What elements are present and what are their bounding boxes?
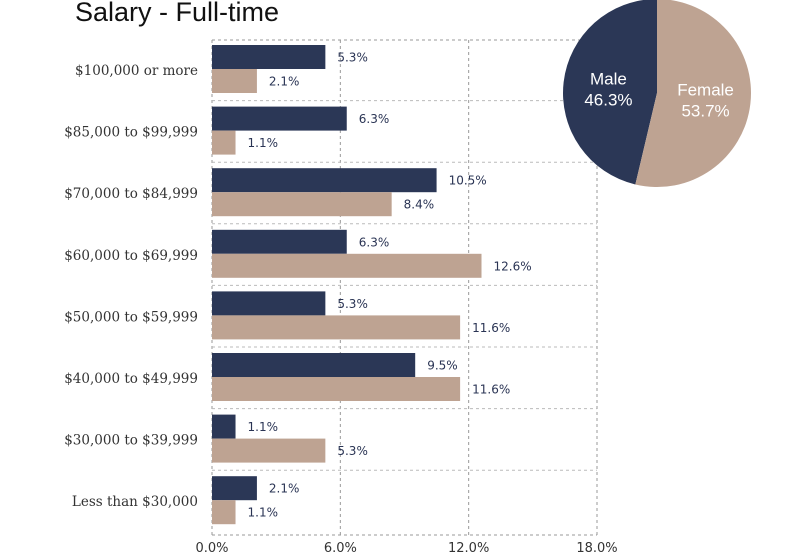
- bar-series-2: [212, 253, 482, 278]
- bar-series-1: [212, 414, 236, 439]
- data-label: 5.3%: [337, 444, 368, 458]
- gender-pie: Male 46.3% Female 53.7%: [563, 0, 751, 187]
- pie-label-value: 46.3%: [584, 90, 632, 109]
- bar-series-2: [212, 315, 461, 340]
- bar-series-2: [212, 69, 257, 93]
- bar-series-1: [212, 168, 437, 193]
- grid-lines: [211, 39, 598, 536]
- data-label: 1.1%: [248, 506, 279, 520]
- category-label: $100,000 or more: [75, 63, 198, 79]
- bar-series-1: [212, 291, 326, 316]
- data-label: 11.6%: [472, 383, 510, 397]
- category-label: $30,000 to $39,999: [64, 433, 198, 449]
- x-tick-label: 18.0%: [576, 541, 617, 554]
- bar-series-2: [212, 192, 392, 217]
- labels: 0.0% 6.0% 12.0% 18.0% $100,000 or more 5.3% 2.…: [64, 51, 617, 554]
- data-label: 1.1%: [248, 420, 279, 434]
- x-tick-label: 12.0%: [448, 541, 489, 554]
- pie-label-name: Male: [590, 69, 627, 88]
- chart-title: Salary - Full-time: [75, 0, 280, 27]
- data-label: 2.1%: [269, 482, 300, 496]
- bar-series-2: [212, 130, 236, 155]
- data-label: 11.6%: [472, 321, 510, 335]
- category-label: $40,000 to $49,999: [64, 371, 198, 387]
- pie-slice-female: [635, 0, 751, 187]
- category-label: $85,000 to $99,999: [64, 125, 198, 141]
- data-label: 5.3%: [337, 51, 368, 65]
- pie-slice-male: [563, 0, 657, 185]
- bar-series-2: [212, 438, 326, 463]
- category-label: $50,000 to $59,999: [64, 309, 198, 325]
- bars: [212, 45, 482, 525]
- data-label: 10.5%: [449, 174, 487, 188]
- bar-series-2: [212, 377, 461, 401]
- data-label: 1.1%: [248, 136, 279, 150]
- category-label: Less than $30,000: [72, 494, 198, 510]
- data-label: 8.4%: [404, 198, 435, 212]
- category-label: $70,000 to $84,999: [64, 186, 198, 202]
- bar-series-1: [212, 45, 326, 69]
- bar-series-2: [212, 500, 236, 525]
- bar-series-1: [212, 476, 257, 501]
- bar-series-1: [212, 229, 347, 254]
- category-label: $60,000 to $69,999: [64, 248, 198, 264]
- pie-label-name: Female: [677, 81, 734, 100]
- data-label: 2.1%: [269, 75, 300, 89]
- pie-label-value: 53.7%: [681, 102, 729, 121]
- x-tick-label: 0.0%: [195, 541, 228, 554]
- data-label: 6.3%: [359, 235, 390, 249]
- data-label: 12.6%: [494, 259, 532, 273]
- x-tick-label: 6.0%: [324, 541, 357, 554]
- data-label: 9.5%: [427, 359, 458, 373]
- data-label: 5.3%: [337, 297, 368, 311]
- bar-series-1: [212, 106, 347, 131]
- bar-series-1: [212, 353, 416, 377]
- data-label: 6.3%: [359, 112, 390, 126]
